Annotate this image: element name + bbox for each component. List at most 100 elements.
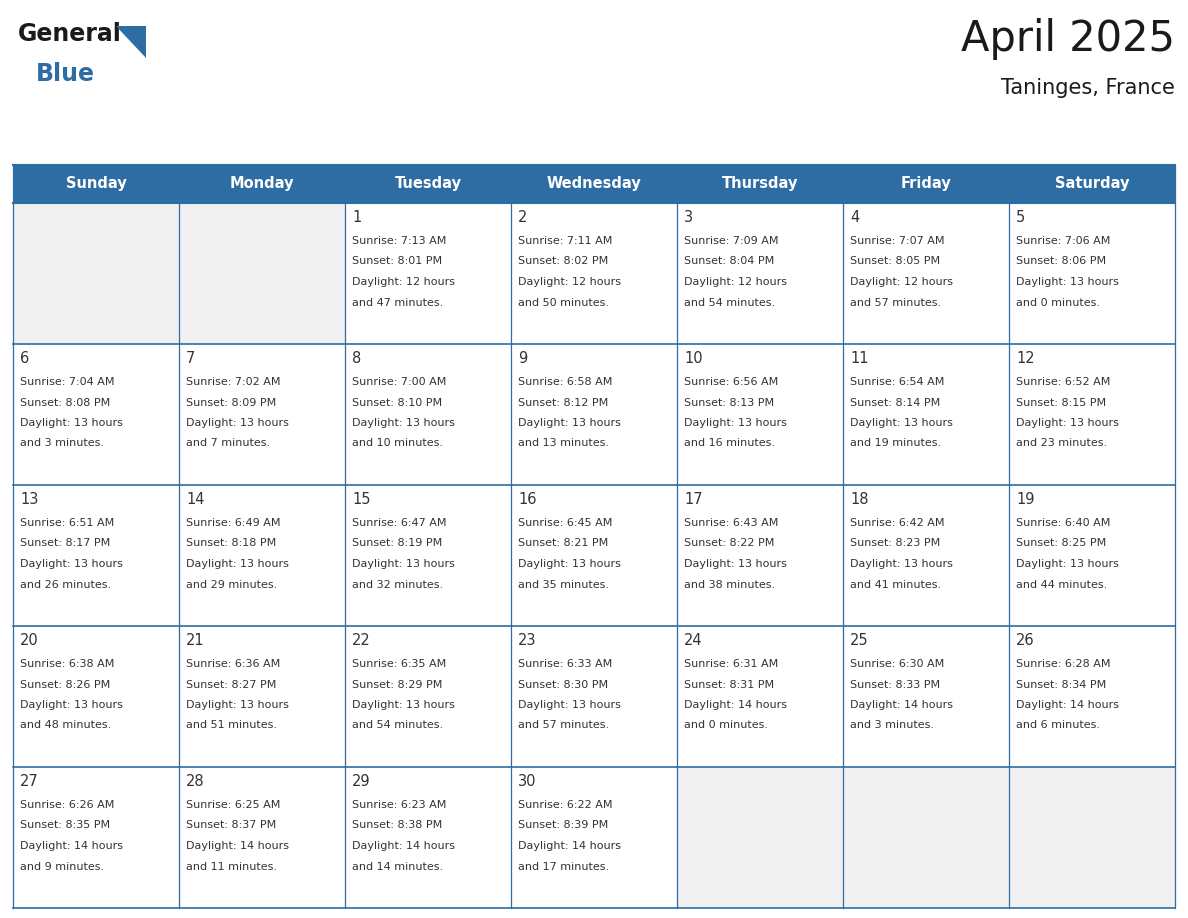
Text: Sunrise: 6:42 AM: Sunrise: 6:42 AM (849, 518, 944, 528)
Text: April 2025: April 2025 (961, 18, 1175, 60)
Text: Sunset: 8:23 PM: Sunset: 8:23 PM (849, 539, 940, 548)
Bar (843, 767, 1009, 908)
Text: Daylight: 13 hours: Daylight: 13 hours (352, 700, 455, 710)
Text: Sunset: 8:09 PM: Sunset: 8:09 PM (187, 397, 277, 408)
Text: Taninges, France: Taninges, France (1001, 78, 1175, 98)
Text: Sunset: 8:38 PM: Sunset: 8:38 PM (352, 821, 442, 831)
Text: Sunset: 8:01 PM: Sunset: 8:01 PM (352, 256, 442, 266)
Text: Sunrise: 6:54 AM: Sunrise: 6:54 AM (849, 377, 944, 387)
Text: Sunset: 8:19 PM: Sunset: 8:19 PM (352, 539, 442, 548)
Text: Daylight: 14 hours: Daylight: 14 hours (187, 841, 289, 851)
Text: and 7 minutes.: and 7 minutes. (187, 439, 270, 449)
Text: Sunset: 8:17 PM: Sunset: 8:17 PM (20, 539, 110, 548)
Text: Sunset: 8:18 PM: Sunset: 8:18 PM (187, 539, 277, 548)
Text: 15: 15 (352, 492, 371, 507)
Bar (345, 626, 511, 767)
Text: 10: 10 (684, 351, 702, 366)
Text: and 50 minutes.: and 50 minutes. (518, 297, 609, 308)
Text: and 57 minutes.: and 57 minutes. (849, 297, 941, 308)
Text: Sunrise: 7:04 AM: Sunrise: 7:04 AM (20, 377, 114, 387)
Text: 9: 9 (518, 351, 527, 366)
Text: Sunrise: 7:07 AM: Sunrise: 7:07 AM (849, 236, 944, 246)
Bar (345, 203, 511, 344)
Text: 3: 3 (684, 210, 693, 225)
Bar (843, 485, 1009, 626)
Bar (677, 767, 843, 908)
Text: Sunset: 8:33 PM: Sunset: 8:33 PM (849, 679, 940, 689)
Text: Sunrise: 6:23 AM: Sunrise: 6:23 AM (352, 800, 447, 810)
Text: Thursday: Thursday (722, 176, 798, 192)
Text: and 14 minutes.: and 14 minutes. (352, 861, 443, 871)
Text: 29: 29 (352, 774, 371, 789)
Bar (677, 485, 843, 626)
Text: Sunset: 8:02 PM: Sunset: 8:02 PM (518, 256, 608, 266)
Text: Sunset: 8:34 PM: Sunset: 8:34 PM (1016, 679, 1106, 689)
Text: and 48 minutes.: and 48 minutes. (20, 721, 112, 731)
Bar (13, 485, 179, 626)
Bar (843, 203, 1009, 344)
Bar (511, 626, 677, 767)
Text: 24: 24 (684, 633, 702, 648)
Text: 2: 2 (518, 210, 527, 225)
Text: Sunrise: 6:22 AM: Sunrise: 6:22 AM (518, 800, 613, 810)
Text: Sunrise: 6:33 AM: Sunrise: 6:33 AM (518, 659, 612, 669)
Text: Daylight: 13 hours: Daylight: 13 hours (849, 418, 953, 428)
Text: 26: 26 (1016, 633, 1035, 648)
Bar (1009, 767, 1175, 908)
Text: and 38 minutes.: and 38 minutes. (684, 579, 775, 589)
Text: Sunset: 8:37 PM: Sunset: 8:37 PM (187, 821, 277, 831)
Text: Sunrise: 6:51 AM: Sunrise: 6:51 AM (20, 518, 114, 528)
Bar (843, 344, 1009, 485)
Text: Sunset: 8:29 PM: Sunset: 8:29 PM (352, 679, 442, 689)
Text: and 11 minutes.: and 11 minutes. (187, 861, 277, 871)
Text: Sunset: 8:31 PM: Sunset: 8:31 PM (684, 679, 775, 689)
Text: and 0 minutes.: and 0 minutes. (684, 721, 767, 731)
Bar (13, 203, 179, 344)
Text: and 41 minutes.: and 41 minutes. (849, 579, 941, 589)
Text: Sunrise: 7:11 AM: Sunrise: 7:11 AM (518, 236, 612, 246)
Text: Sunset: 8:12 PM: Sunset: 8:12 PM (518, 397, 608, 408)
Text: Daylight: 12 hours: Daylight: 12 hours (849, 277, 953, 287)
Text: Sunrise: 7:09 AM: Sunrise: 7:09 AM (684, 236, 778, 246)
Text: and 29 minutes.: and 29 minutes. (187, 579, 277, 589)
Text: and 17 minutes.: and 17 minutes. (518, 861, 609, 871)
Text: and 19 minutes.: and 19 minutes. (849, 439, 941, 449)
Text: Sunrise: 6:25 AM: Sunrise: 6:25 AM (187, 800, 280, 810)
Text: and 3 minutes.: and 3 minutes. (849, 721, 934, 731)
Bar (843, 626, 1009, 767)
Text: Sunset: 8:13 PM: Sunset: 8:13 PM (684, 397, 775, 408)
Text: Blue: Blue (36, 62, 95, 86)
Text: and 3 minutes.: and 3 minutes. (20, 439, 105, 449)
Text: Sunset: 8:35 PM: Sunset: 8:35 PM (20, 821, 110, 831)
Text: Sunset: 8:27 PM: Sunset: 8:27 PM (187, 679, 277, 689)
Text: Daylight: 13 hours: Daylight: 13 hours (352, 418, 455, 428)
Bar (13, 767, 179, 908)
Text: 1: 1 (352, 210, 361, 225)
Text: Sunset: 8:21 PM: Sunset: 8:21 PM (518, 539, 608, 548)
Text: Sunrise: 6:38 AM: Sunrise: 6:38 AM (20, 659, 114, 669)
Text: Daylight: 13 hours: Daylight: 13 hours (518, 559, 621, 569)
Text: Sunrise: 6:58 AM: Sunrise: 6:58 AM (518, 377, 612, 387)
Text: Daylight: 13 hours: Daylight: 13 hours (1016, 418, 1119, 428)
Text: Daylight: 13 hours: Daylight: 13 hours (684, 418, 786, 428)
Text: Sunset: 8:04 PM: Sunset: 8:04 PM (684, 256, 775, 266)
Text: Sunrise: 6:28 AM: Sunrise: 6:28 AM (1016, 659, 1111, 669)
Text: Sunrise: 7:00 AM: Sunrise: 7:00 AM (352, 377, 447, 387)
Bar (345, 767, 511, 908)
Text: Sunrise: 6:26 AM: Sunrise: 6:26 AM (20, 800, 114, 810)
Text: 19: 19 (1016, 492, 1035, 507)
Text: Sunrise: 7:02 AM: Sunrise: 7:02 AM (187, 377, 280, 387)
Text: Sunrise: 6:52 AM: Sunrise: 6:52 AM (1016, 377, 1111, 387)
Text: 27: 27 (20, 774, 39, 789)
Text: Daylight: 13 hours: Daylight: 13 hours (187, 700, 289, 710)
Text: Sunrise: 6:47 AM: Sunrise: 6:47 AM (352, 518, 447, 528)
Text: 17: 17 (684, 492, 702, 507)
Text: Saturday: Saturday (1055, 176, 1130, 192)
Text: and 9 minutes.: and 9 minutes. (20, 861, 105, 871)
Text: Daylight: 13 hours: Daylight: 13 hours (849, 559, 953, 569)
Text: Daylight: 13 hours: Daylight: 13 hours (1016, 277, 1119, 287)
Text: Sunrise: 7:06 AM: Sunrise: 7:06 AM (1016, 236, 1111, 246)
Text: Sunrise: 6:43 AM: Sunrise: 6:43 AM (684, 518, 778, 528)
Text: and 51 minutes.: and 51 minutes. (187, 721, 277, 731)
Bar (179, 485, 345, 626)
